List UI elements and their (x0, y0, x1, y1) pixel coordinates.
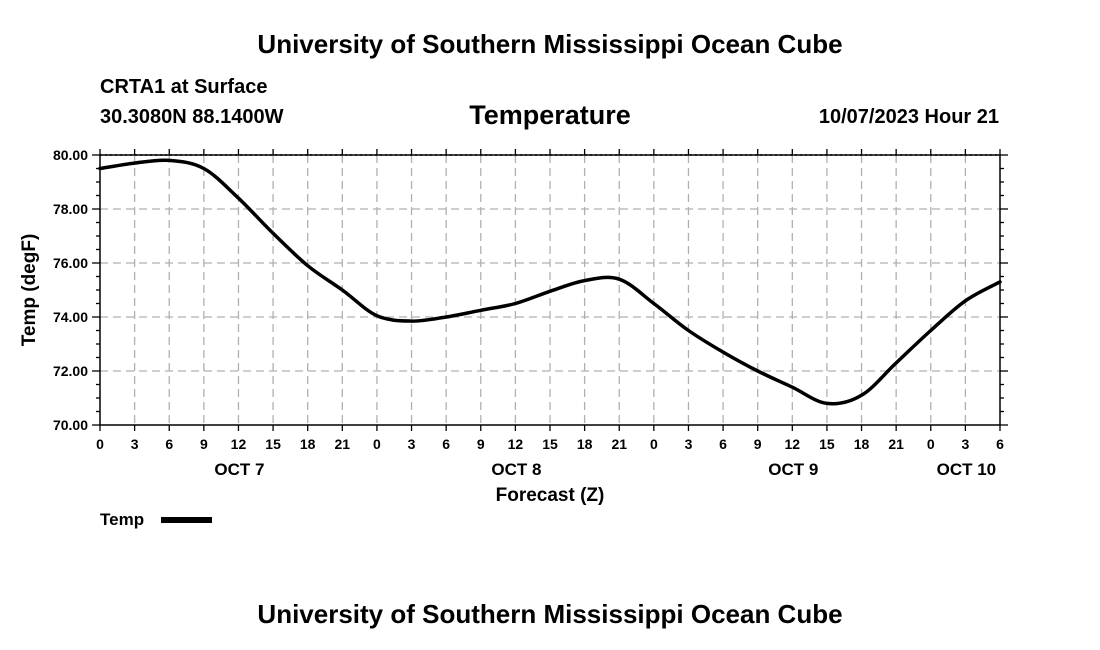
y-tick-label: 74.00 (53, 309, 88, 325)
x-tick-label: 0 (650, 436, 658, 452)
x-tick-label: 3 (131, 436, 139, 452)
x-tick-label: 3 (961, 436, 969, 452)
day-label: OCT 8 (491, 460, 541, 479)
x-tick-label: 18 (854, 436, 870, 452)
x-tick-label: 12 (231, 436, 247, 452)
x-tick-label: 3 (408, 436, 416, 452)
day-label: OCT 10 (937, 460, 997, 479)
x-tick-label: 9 (754, 436, 762, 452)
valid-time-label: 10/07/2023 Hour 21 (818, 106, 999, 128)
y-tick-label: 70.00 (53, 417, 88, 433)
x-tick-label: 3 (685, 436, 693, 452)
temp-series-line (98, 158, 1002, 406)
x-tick-label: 18 (300, 436, 316, 452)
x-tick-label: 21 (611, 436, 627, 452)
x-tick-label: 21 (335, 436, 351, 452)
legend-label: Temp (100, 510, 144, 529)
x-tick-label: 0 (373, 436, 381, 452)
x-tick-label: 9 (200, 436, 208, 452)
axis-ticks (92, 149, 1008, 431)
x-tick-label: 18 (577, 436, 593, 452)
y-tick-label: 80.00 (53, 147, 88, 163)
x-tick-label: 6 (996, 436, 1004, 452)
y-axis-title: Temp (degF) (19, 234, 40, 347)
x-tick-label: 6 (165, 436, 173, 452)
y-tick-label: 78.00 (53, 201, 88, 217)
x-tick-label: 6 (719, 436, 727, 452)
station-label: CRTA1 at Surface (100, 76, 268, 98)
x-tick-label: 12 (508, 436, 524, 452)
x-tick-label: 12 (785, 436, 801, 452)
coordinates-label: 30.3080N 88.1400W (100, 106, 284, 128)
x-tick-label: 0 (927, 436, 935, 452)
x-tick-label: 15 (819, 436, 835, 452)
x-tick-label: 15 (265, 436, 281, 452)
x-tick-label: 9 (477, 436, 485, 452)
chart-title: Temperature (469, 100, 631, 130)
x-axis-title: Forecast (Z) (496, 485, 605, 506)
axis-labels: 70.00 72.00 74.00 76.00 78.00 80.00 0 3 6 9 12 15 18… (19, 147, 1004, 506)
day-label: OCT 7 (214, 460, 264, 479)
x-tick-label: 6 (442, 436, 450, 452)
x-tick-label: 15 (542, 436, 558, 452)
x-tick-label: 21 (888, 436, 904, 452)
page-title-top: University of Southern Mississippi Ocean… (257, 29, 843, 59)
page-title-bottom: University of Southern Mississippi Ocean… (257, 599, 843, 629)
y-tick-label: 76.00 (53, 255, 88, 271)
day-label: OCT 9 (768, 460, 818, 479)
y-tick-label: 72.00 (53, 363, 88, 379)
legend: Temp (100, 510, 212, 529)
x-tick-label: 0 (96, 436, 104, 452)
